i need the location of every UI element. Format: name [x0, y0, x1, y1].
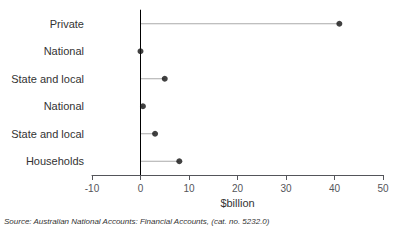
svg-text:10: 10: [183, 183, 195, 194]
svg-text:State and local: State and local: [11, 128, 84, 140]
svg-text:40: 40: [329, 183, 341, 194]
svg-text:-10: -10: [85, 183, 100, 194]
svg-text:Households: Households: [26, 155, 85, 167]
svg-text:30: 30: [280, 183, 292, 194]
svg-text:National: National: [44, 45, 84, 57]
svg-text:State and local: State and local: [11, 73, 84, 85]
svg-text:Source: Australian National Ac: Source: Australian National Accounts: Fi…: [4, 217, 270, 226]
svg-text:0: 0: [138, 183, 144, 194]
svg-text:National: National: [44, 100, 84, 112]
svg-text:$billion: $billion: [220, 197, 254, 209]
svg-text:Private: Private: [50, 18, 84, 30]
svg-text:50: 50: [377, 183, 389, 194]
svg-text:20: 20: [232, 183, 244, 194]
